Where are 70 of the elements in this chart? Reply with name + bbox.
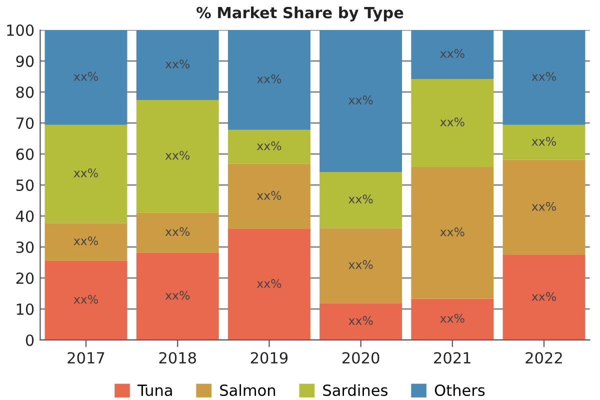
bar — [228, 30, 310, 130]
data-label: xx% — [532, 136, 556, 146]
data-label: xx% — [532, 292, 556, 301]
bar — [44, 124, 128, 224]
y-tick-label: 70 — [16, 117, 34, 130]
x-tick-label: 2018 — [159, 352, 196, 364]
y-tick-label: 60 — [16, 148, 34, 160]
bar — [502, 160, 586, 256]
bar — [136, 100, 219, 213]
data-label: xx% — [256, 74, 282, 84]
data-label: xx% — [532, 202, 556, 211]
y-tick-label: 90 — [16, 55, 34, 68]
bar — [320, 228, 402, 304]
y-tick-label: 10 — [16, 303, 34, 316]
bar — [136, 212, 219, 253]
data-label: xx% — [532, 72, 556, 81]
y-tick-label: 50 — [16, 179, 34, 192]
data-label: xx% — [440, 117, 464, 126]
data-label: xx% — [74, 294, 98, 304]
data-label: xx% — [348, 194, 373, 204]
x-tick-label: 2022 — [526, 352, 562, 364]
bar — [228, 164, 310, 230]
data-label: xx% — [74, 236, 98, 246]
bar — [411, 298, 494, 340]
bar — [320, 172, 402, 228]
data-label: xx% — [74, 168, 98, 178]
y-tick-label: 80 — [16, 86, 34, 98]
data-label: xx% — [440, 314, 464, 323]
data-label: xx% — [74, 72, 98, 81]
bar — [502, 30, 586, 125]
bar — [320, 30, 402, 172]
bar — [44, 260, 128, 340]
bar — [411, 30, 494, 79]
y-tick-label: 20 — [16, 272, 34, 284]
x-tick-label: 2021 — [434, 352, 470, 364]
data-label: xx% — [165, 150, 190, 160]
bar — [44, 223, 128, 261]
chart-title: % Market Share by Type — [196, 6, 404, 22]
y-tick-label: 100 — [7, 24, 34, 36]
data-label: xx% — [348, 260, 373, 270]
bar — [502, 255, 586, 340]
data-label: xx% — [256, 279, 282, 288]
x-tick-label: 2020 — [342, 352, 380, 364]
y-tick-label: 40 — [16, 210, 34, 222]
data-label: xx% — [440, 227, 464, 236]
bar — [136, 252, 219, 340]
legend-label: Tuna — [137, 384, 172, 396]
y-tick-label: 30 — [16, 241, 34, 254]
legend-label: Salmon — [220, 384, 276, 396]
data-label: xx% — [440, 48, 464, 58]
data-label: xx% — [348, 316, 373, 325]
data-label: xx% — [256, 141, 282, 150]
bar — [228, 130, 310, 164]
x-tick-label: 2019 — [250, 352, 288, 364]
data-label: xx% — [165, 290, 190, 300]
data-label: xx% — [165, 227, 190, 236]
bar — [502, 124, 586, 160]
legend-label: Others — [434, 384, 485, 396]
bar — [411, 167, 494, 299]
data-label: xx% — [165, 60, 190, 68]
legend-label: Sardines — [323, 384, 388, 396]
data-label: xx% — [348, 95, 373, 104]
bar — [44, 30, 128, 125]
bar — [320, 303, 402, 340]
bar — [136, 30, 219, 100]
bar — [228, 229, 310, 340]
y-tick-label: 0 — [26, 334, 34, 346]
data-label: xx% — [256, 190, 282, 200]
x-tick-label: 2017 — [68, 352, 104, 364]
bar — [411, 78, 494, 168]
